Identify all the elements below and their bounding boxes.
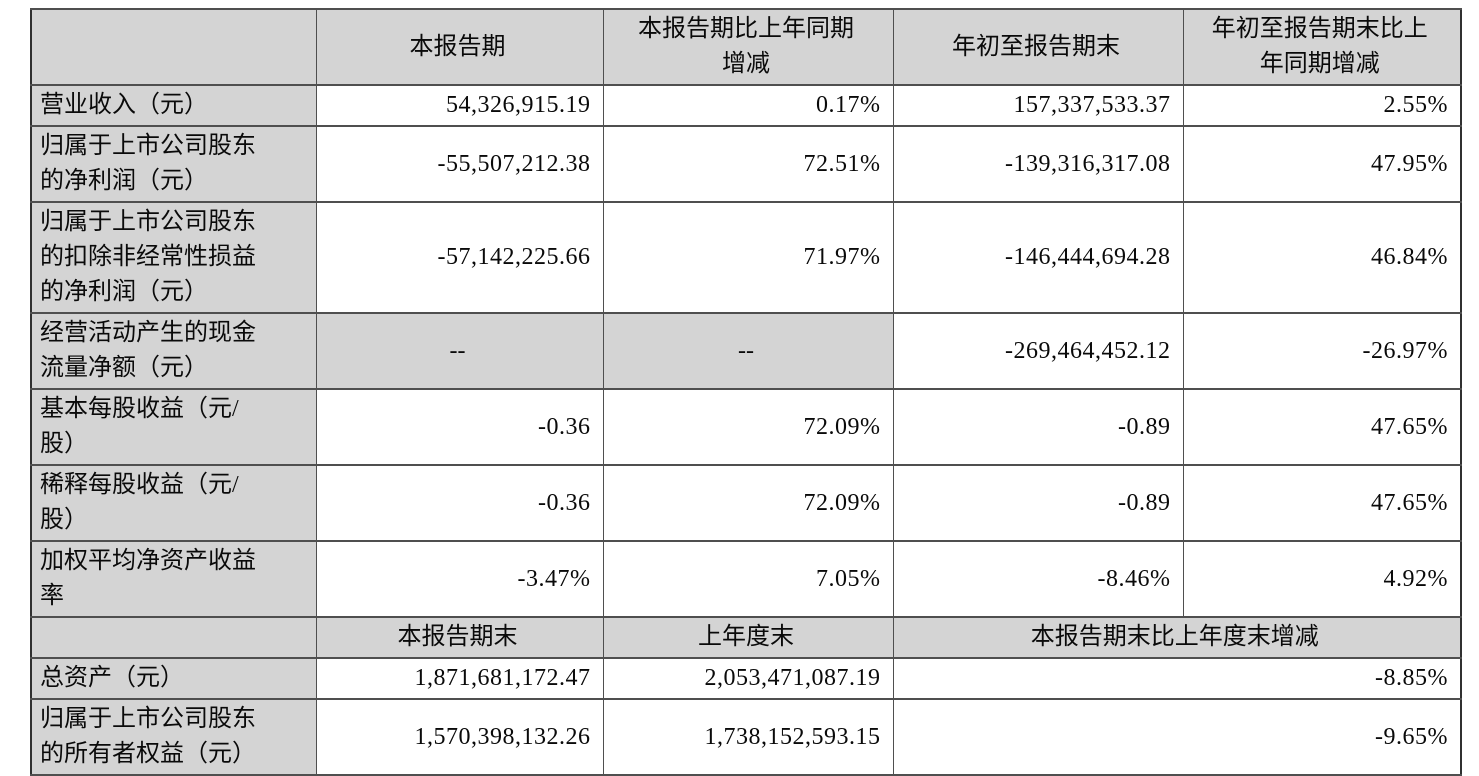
- cell-current-period: -0.36: [315, 464, 604, 542]
- table-row-equity-attributable: 归属于上市公司股东 的所有者权益（元） 1,570,398,132.26 1,7…: [30, 698, 1462, 776]
- cell-current-period-yoy: 72.09%: [602, 464, 894, 542]
- header-current-period-end: 本报告期末: [315, 616, 604, 659]
- table-row-total-assets: 总资产（元） 1,871,681,172.47 2,053,471,087.19…: [30, 657, 1462, 700]
- cell-current-period-yoy: 71.97%: [602, 201, 894, 314]
- table-row-diluted-eps: 稀释每股收益（元/ 股） -0.36 72.09% -0.89 47.65%: [30, 464, 1462, 542]
- header-corner-cell: [30, 8, 317, 86]
- header-ytd: 年初至报告期末: [892, 8, 1184, 86]
- header-row-period: 本报告期 本报告期比上年同期 增减 年初至报告期末 年初至报告期末比上 年同期增…: [30, 8, 1462, 86]
- cell-current-period-yoy: 72.09%: [602, 388, 894, 466]
- table-row-basic-eps: 基本每股收益（元/ 股） -0.36 72.09% -0.89 47.65%: [30, 388, 1462, 466]
- cell-current-period: -3.47%: [315, 540, 604, 618]
- header2-corner-cell: [30, 616, 317, 659]
- cell-ytd: -146,444,694.28: [892, 201, 1184, 314]
- cell-ytd: -8.46%: [892, 540, 1184, 618]
- cell-current-period-end: 1,570,398,132.26: [315, 698, 604, 776]
- table-row-operating-cash-flow: 经营活动产生的现金 流量净额（元） -- -- -269,464,452.12 …: [30, 312, 1462, 390]
- cell-current-period-na: --: [315, 312, 604, 390]
- header-current-period: 本报告期: [315, 8, 604, 86]
- cell-current-period-end: 1,871,681,172.47: [315, 657, 604, 700]
- table-row-weighted-avg-roe: 加权平均净资产收益 率 -3.47% 7.05% -8.46% 4.92%: [30, 540, 1462, 618]
- table-row-net-profit-excl-nonrecurring: 归属于上市公司股东 的扣除非经常性损益 的净利润（元） -57,142,225.…: [30, 201, 1462, 314]
- cell-ytd: -269,464,452.12: [892, 312, 1184, 390]
- cell-ytd-yoy: 47.95%: [1182, 125, 1462, 203]
- cell-current-period-yoy: 0.17%: [602, 84, 894, 127]
- cell-current-period-yoy: 7.05%: [602, 540, 894, 618]
- cell-ytd: 157,337,533.37: [892, 84, 1184, 127]
- header-current-period-yoy: 本报告期比上年同期 增减: [602, 8, 894, 86]
- cell-period-end-change: -9.65%: [892, 698, 1462, 776]
- header-period-end-change: 本报告期末比上年度末增减: [892, 616, 1462, 659]
- row-label: 基本每股收益（元/ 股）: [30, 388, 317, 466]
- cell-current-period-yoy-na: --: [602, 312, 894, 390]
- cell-period-end-change: -8.85%: [892, 657, 1462, 700]
- cell-ytd-yoy: 2.55%: [1182, 84, 1462, 127]
- cell-ytd-yoy: -26.97%: [1182, 312, 1462, 390]
- cell-prior-year-end: 1,738,152,593.15: [602, 698, 894, 776]
- cell-current-period: -57,142,225.66: [315, 201, 604, 314]
- header-prior-year-end: 上年度末: [602, 616, 894, 659]
- cell-prior-year-end: 2,053,471,087.19: [602, 657, 894, 700]
- cell-ytd: -139,316,317.08: [892, 125, 1184, 203]
- cell-ytd-yoy: 47.65%: [1182, 464, 1462, 542]
- row-label: 归属于上市公司股东 的净利润（元）: [30, 125, 317, 203]
- header-ytd-yoy: 年初至报告期末比上 年同期增减: [1182, 8, 1462, 86]
- cell-ytd: -0.89: [892, 388, 1184, 466]
- cell-current-period: 54,326,915.19: [315, 84, 604, 127]
- row-label: 经营活动产生的现金 流量净额（元）: [30, 312, 317, 390]
- cell-ytd-yoy: 4.92%: [1182, 540, 1462, 618]
- cell-current-period: -55,507,212.38: [315, 125, 604, 203]
- row-label: 归属于上市公司股东 的扣除非经常性损益 的净利润（元）: [30, 201, 317, 314]
- row-label: 稀释每股收益（元/ 股）: [30, 464, 317, 542]
- row-label: 加权平均净资产收益 率: [30, 540, 317, 618]
- table-row-net-profit: 归属于上市公司股东 的净利润（元） -55,507,212.38 72.51% …: [30, 125, 1462, 203]
- table-row-operating-revenue: 营业收入（元） 54,326,915.19 0.17% 157,337,533.…: [30, 84, 1462, 127]
- row-label: 归属于上市公司股东 的所有者权益（元）: [30, 698, 317, 776]
- row-label: 营业收入（元）: [30, 84, 317, 127]
- cell-ytd-yoy: 46.84%: [1182, 201, 1462, 314]
- cell-current-period: -0.36: [315, 388, 604, 466]
- row-label: 总资产（元）: [30, 657, 317, 700]
- cell-current-period-yoy: 72.51%: [602, 125, 894, 203]
- cell-ytd-yoy: 47.65%: [1182, 388, 1462, 466]
- cell-ytd: -0.89: [892, 464, 1184, 542]
- header-row-period-end: 本报告期末 上年度末 本报告期末比上年度末增减: [30, 616, 1462, 659]
- financial-summary-table: 本报告期 本报告期比上年同期 增减 年初至报告期末 年初至报告期末比上 年同期增…: [30, 8, 1462, 776]
